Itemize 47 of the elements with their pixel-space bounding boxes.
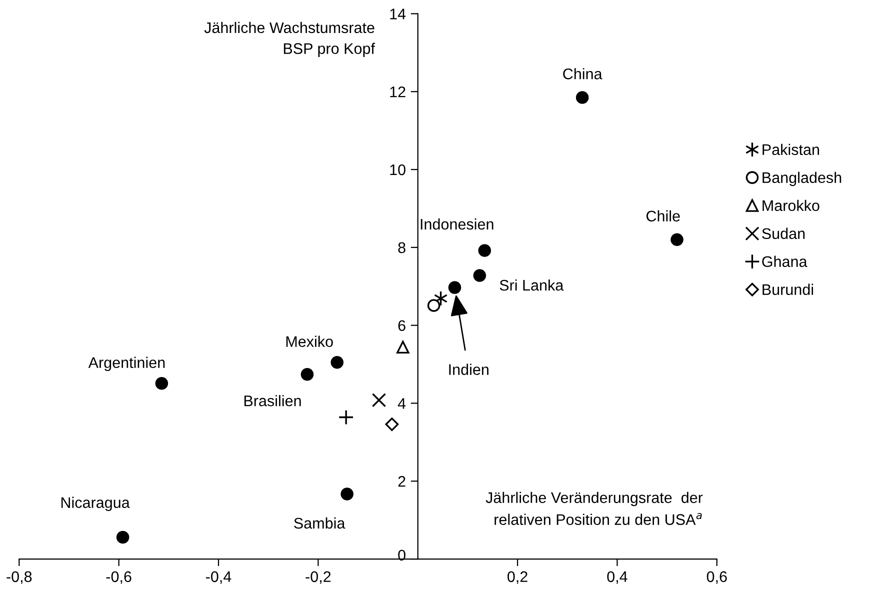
point xyxy=(478,244,492,257)
x-tick-label: 0,6 xyxy=(706,571,727,584)
point xyxy=(385,418,399,431)
annotation: Indien xyxy=(449,364,488,375)
x-tick-label: -0,4 xyxy=(206,571,232,584)
y-tick-label: 8 xyxy=(398,242,406,254)
series-label: Sambia xyxy=(294,517,346,529)
point xyxy=(155,376,168,390)
x-tick-label: -0,8 xyxy=(6,571,32,584)
x-axis-title: Jährliche Veränderungsrate der relativen Position zu den USA$^{a}$ xyxy=(486,492,703,525)
y-tick-label: 14 xyxy=(390,8,406,20)
point xyxy=(670,233,684,246)
y-axis-title: Jährliche Wachstumsrate BSP pro Kopf xyxy=(204,22,376,58)
point xyxy=(448,281,462,294)
x-tick-label: 0,2 xyxy=(508,571,528,584)
series-label: Indonesien xyxy=(420,218,494,230)
legend-label: Sudan xyxy=(762,228,805,240)
legend-label: Ghana xyxy=(762,256,808,268)
series-label: Mexiko xyxy=(286,336,333,347)
x-tick-label: -0,2 xyxy=(306,571,331,584)
series-label: Argentinien xyxy=(88,356,165,372)
y-tick-label: 2 xyxy=(398,476,406,487)
point xyxy=(116,530,130,544)
legend-label: Pakistan xyxy=(762,144,819,156)
legend-label: Burundi xyxy=(762,284,814,296)
series-label: Nicaragua xyxy=(61,496,130,512)
point xyxy=(473,269,486,282)
x-tick-label: 0,4 xyxy=(607,571,628,584)
series-label: Brasilien xyxy=(244,395,301,406)
point xyxy=(576,91,589,104)
series-label: Chile xyxy=(646,210,680,222)
point xyxy=(427,299,440,312)
point xyxy=(300,368,314,381)
point xyxy=(338,409,354,426)
series-label: Sri Lanka xyxy=(500,279,564,291)
y-tick-label: 4 xyxy=(398,398,406,409)
point xyxy=(340,488,354,500)
y-tick-label: 6 xyxy=(398,320,406,332)
legend-label: Marokko xyxy=(762,200,820,212)
legend-label: Bangladesh xyxy=(762,172,842,186)
series-label: China xyxy=(563,68,602,80)
point xyxy=(330,356,344,369)
y-tick-label: 10 xyxy=(390,164,406,176)
point xyxy=(372,393,386,408)
y-tick-label: 12 xyxy=(390,86,406,98)
x-tick-label: -0,6 xyxy=(106,571,132,584)
point xyxy=(396,340,410,354)
